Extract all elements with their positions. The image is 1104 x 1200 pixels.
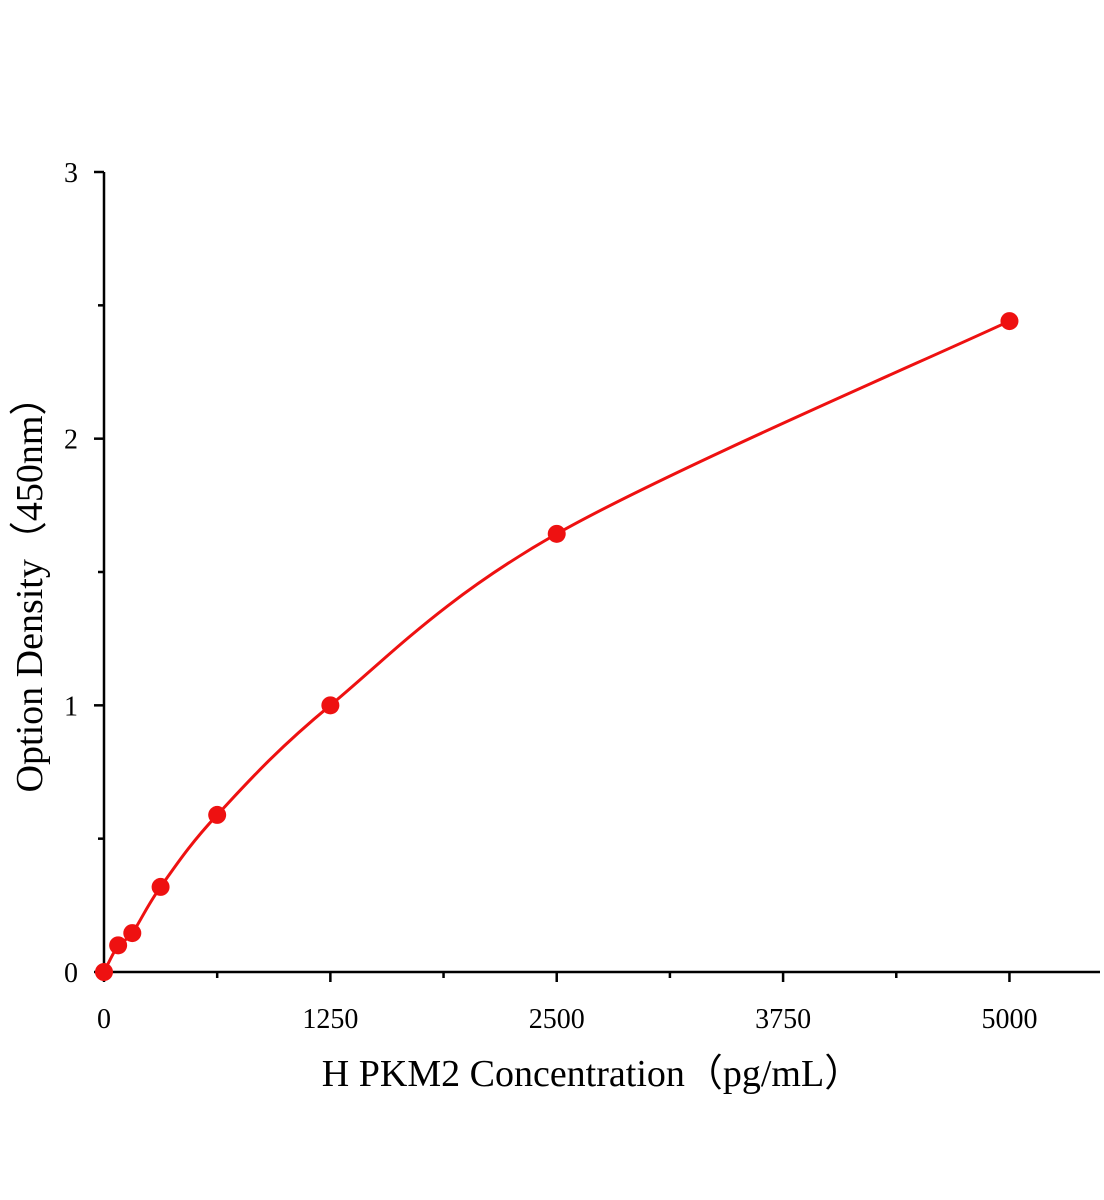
y-tick-label: 3 (64, 158, 78, 189)
data-point (208, 805, 227, 824)
x-tick-label: 1250 (302, 1004, 358, 1035)
data-point (321, 696, 340, 715)
data-point (547, 524, 566, 543)
data-point (151, 877, 170, 896)
x-axis-title: H PKM2 Concentration（pg/mL） (322, 1053, 862, 1095)
data-point (109, 936, 128, 955)
y-tick-label: 0 (64, 958, 78, 989)
data-point (1000, 312, 1019, 331)
x-tick-label: 2500 (529, 1004, 585, 1035)
y-tick-label: 2 (64, 425, 78, 456)
fit-curve (102, 319, 1011, 973)
x-tick-label: 5000 (981, 1004, 1037, 1035)
y-tick-label: 1 (64, 691, 78, 722)
x-tick-label: 3750 (755, 1004, 811, 1035)
data-point (95, 963, 113, 981)
x-tick-label: 0 (97, 1004, 111, 1035)
y-axis-title: Option Density（450nm） (9, 378, 51, 793)
data-point (123, 924, 142, 943)
